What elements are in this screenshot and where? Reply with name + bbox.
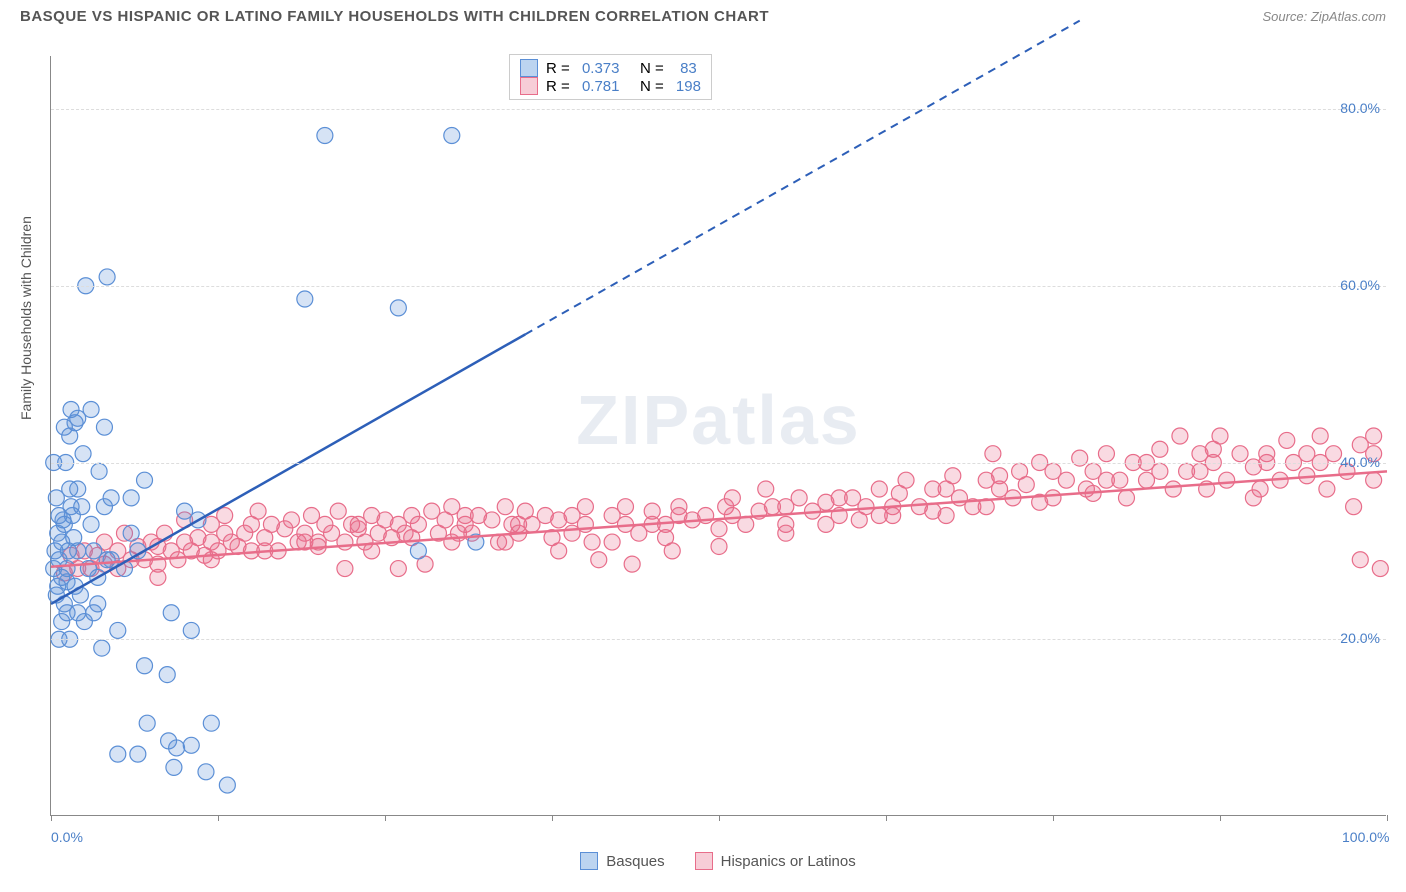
ytick-label: 60.0% xyxy=(1340,277,1380,293)
legend-row-hispanics: R = 0.781 N = 198 xyxy=(520,77,701,95)
bottom-legend: Basques Hispanics or Latinos xyxy=(50,852,1386,870)
correlation-legend: R = 0.373 N = 83 R = 0.781 N = 198 xyxy=(509,54,712,100)
chart-plot-area: ZIPatlas 20.0%40.0%60.0%80.0% 0.0%100.0%… xyxy=(50,56,1386,816)
ytick-label: 40.0% xyxy=(1340,454,1380,470)
xtick-label: 0.0% xyxy=(51,829,83,845)
basques-n: 83 xyxy=(680,60,697,77)
basques-r: 0.373 xyxy=(582,60,620,77)
legend-basques-label: Basques xyxy=(606,853,664,870)
basques-swatch-icon xyxy=(580,852,598,870)
chart-svg xyxy=(51,56,1386,815)
hispanics-n: 198 xyxy=(676,78,701,95)
ytick-label: 80.0% xyxy=(1340,100,1380,116)
hispanics-r: 0.781 xyxy=(582,78,620,95)
basques-swatch xyxy=(520,59,538,77)
y-axis-label: Family Households with Children xyxy=(18,216,34,420)
legend-item-hispanics: Hispanics or Latinos xyxy=(695,852,856,870)
ytick-label: 20.0% xyxy=(1340,630,1380,646)
source-text: Source: ZipAtlas.com xyxy=(1262,9,1386,24)
legend-row-basques: R = 0.373 N = 83 xyxy=(520,59,701,77)
hispanics-swatch xyxy=(520,77,538,95)
xtick-label: 100.0% xyxy=(1342,829,1389,845)
legend-item-basques: Basques xyxy=(580,852,664,870)
chart-title: BASQUE VS HISPANIC OR LATINO FAMILY HOUS… xyxy=(20,8,769,25)
legend-hispanics-label: Hispanics or Latinos xyxy=(721,853,856,870)
hispanics-swatch-icon xyxy=(695,852,713,870)
